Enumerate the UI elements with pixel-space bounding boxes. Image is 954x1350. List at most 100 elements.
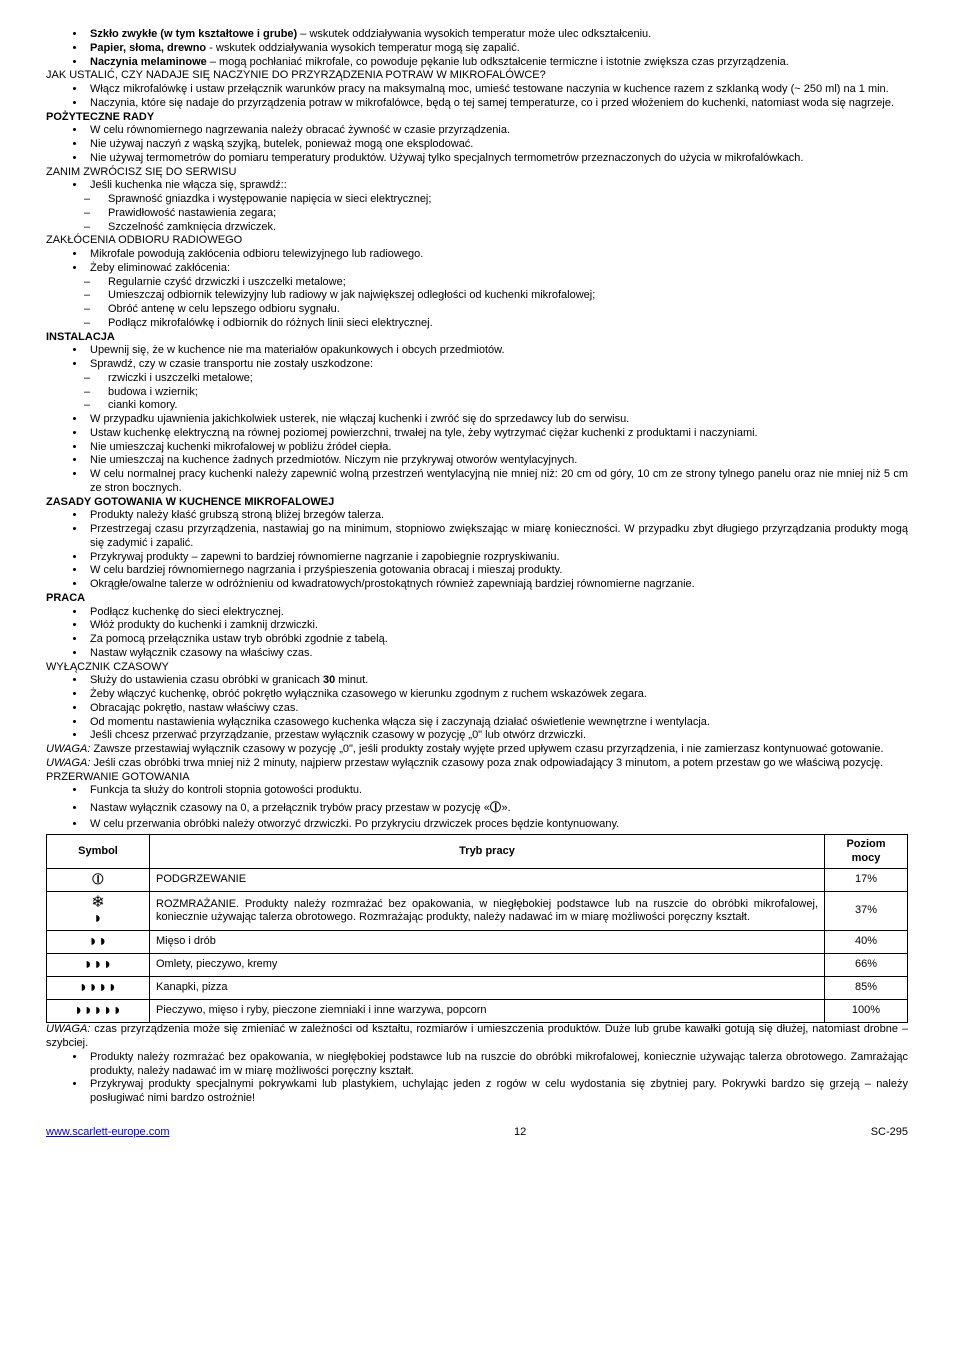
list-item: Funkcja ta służy do kontroli stopnia got… [86,784,908,798]
list-item: Okrągłe/owalne talerze w odróżnieniu od … [86,578,908,592]
list-item: Nie używaj naczyń z wąską szyjką, butele… [86,138,908,152]
footer-page: 12 [514,1126,526,1140]
list-item: Produkty należy rozmrażać bez opakowania… [86,1051,908,1079]
list-item: Przestrzegaj czasu przyrządzenia, nastaw… [86,523,908,551]
list-item: Jeśli chcesz przerwać przyrządzanie, prz… [86,729,908,743]
interference-sublist: Regularnie czyść drzwiczki i uszczelki m… [46,276,908,331]
list-item: Prawidłowość nastawienia zegara; [84,207,908,221]
mode-cell: PODGRZEWANIE [150,869,825,892]
list-item: Służy do ustawienia czasu obróbki w gran… [86,674,908,688]
table-row: ◗◗◗◗◗Pieczywo, mięso i ryby, pieczone zi… [47,1000,908,1023]
list-item: Włącz mikrofalówkę i ustaw przełącznik w… [86,83,908,97]
symbol-cell: ⦶ [47,869,150,892]
symbol-cell: ◗◗◗◗◗ [47,1000,150,1023]
cooking-rules-list: Produkty należy kłaść grubszą stroną bli… [46,509,908,592]
list-item: Za pomocą przełącznika ustaw tryb obróbk… [86,633,908,647]
note-3: UWAGA: czas przyrządzenia może się zmien… [46,1023,908,1051]
interrupt-heading: PRZERWANIE GOTOWANIA [46,771,908,785]
table-row: ◗◗Mięso i drób40% [47,931,908,954]
check-list: Jeśli kuchenka nie włącza się, sprawdź:: [46,179,908,193]
material-warnings-list: Szkło zwykłe (w tym kształtowe i grube) … [46,28,908,69]
list-item: budowa i wziernik; [84,386,908,400]
power-cell: 37% [825,892,908,931]
note-2: UWAGA: Jeśli czas obróbki trwa mniej niż… [46,757,908,771]
list-item: Sprawdź, czy w czasie transportu nie zos… [86,358,908,372]
symbol-cell: ❄ ◗ [47,892,150,931]
page-footer: www.scarlett-europe.com 12 SC-295 [46,1126,908,1140]
timer-list: Służy do ustawienia czasu obróbki w gran… [46,674,908,743]
list-item: Naczynia, które się nadaje do przyrządze… [86,97,908,111]
cooking-rules-heading: ZASADY GOTOWANIA W KUCHENCE MIKROFALOWEJ [46,496,908,510]
defrost-tips-list: Produkty należy rozmrażać bez opakowania… [46,1051,908,1106]
symbol-cell: ◗◗ [47,931,150,954]
list-item: Obróć antenę w celu lepszego odbioru syg… [84,303,908,317]
before-service-heading: ZANIM ZWRÓCISZ SIĘ DO SERWISU [46,166,908,180]
table-row: ◗◗◗Omlety, pieczywo, kremy66% [47,954,908,977]
list-item: W celu równomiernego nagrzewania należy … [86,124,908,138]
list-item: Sprawność gniazdka i występowanie napięc… [84,193,908,207]
interference-list: Mikrofale powodują zakłócenia odbioru te… [46,248,908,276]
useful-tips-list: W celu równomiernego nagrzewania należy … [46,124,908,165]
list-item: Przykrywaj produkty – zapewni to bardzie… [86,551,908,565]
table-header: Tryb pracy [150,834,825,869]
list-item: Żeby włączyć kuchenkę, obróć pokrętło wy… [86,688,908,702]
list-item: Produkty należy kłaść grubszą stroną bli… [86,509,908,523]
list-item: Nastaw wyłącznik czasowy na 0, a przełąc… [86,798,908,818]
list-item: Nastaw wyłącznik czasowy na właściwy cza… [86,647,908,661]
list-item: Ustaw kuchenkę elektryczną na równej poz… [86,427,908,441]
list-item: Włóż produkty do kuchenki i zamknij drzw… [86,619,908,633]
radio-interference-heading: ZAKŁÓCENIA ODBIORU RADIOWEGO [46,234,908,248]
table-row: ◗◗◗◗Kanapki, pizza85% [47,977,908,1000]
installation-heading: INSTALACJA [46,331,908,345]
power-cell: 85% [825,977,908,1000]
list-item: Mikrofale powodują zakłócenia odbioru te… [86,248,908,262]
mode-cell: Pieczywo, mięso i ryby, pieczone ziemnia… [150,1000,825,1023]
power-levels-table: SymbolTryb pracyPoziom mocy ⦶PODGRZEWANI… [46,834,908,1024]
list-item: rzwiczki i uszczelki metalowe; [84,372,908,386]
note-1: UWAGA: Zawsze przestawiaj wyłącznik czas… [46,743,908,757]
check-item: Jeśli kuchenka nie włącza się, sprawdź:: [86,179,908,193]
table-row: ⦶PODGRZEWANIE17% [47,869,908,892]
mode-cell: Kanapki, pizza [150,977,825,1000]
operation-heading: PRACA [46,592,908,606]
list-item: Upewnij się, że w kuchence nie ma materi… [86,344,908,358]
table-header: Symbol [47,834,150,869]
list-item: W celu przerwania obróbki należy otworzy… [86,818,908,832]
table-row: ❄ ◗ROZMRAŻANIE. Produkty należy rozmraża… [47,892,908,931]
list-item: Podłącz kuchenkę do sieci elektrycznej. [86,606,908,620]
list-item: Szczelność zamknięcia drzwiczek. [84,221,908,235]
how-to-test-heading: JAK USTALIĆ, CZY NADAJE SIĘ NACZYNIE DO … [46,69,908,83]
power-cell: 40% [825,931,908,954]
installation-sublist: rzwiczki i uszczelki metalowe;budowa i w… [46,372,908,413]
list-item: Umieszczaj odbiornik telewizyjny lub rad… [84,289,908,303]
installation-list-a: Upewnij się, że w kuchence nie ma materi… [46,344,908,372]
list-item: Podłącz mikrofalówkę i odbiornik do różn… [84,317,908,331]
list-item: W celu bardziej równomiernego nagrzania … [86,564,908,578]
power-cell: 66% [825,954,908,977]
power-cell: 17% [825,869,908,892]
installation-list-b: W przypadku ujawnienia jakichkolwiek ust… [46,413,908,496]
list-item: Obracając pokrętło, nastaw właściwy czas… [86,702,908,716]
list-item: Szkło zwykłe (w tym kształtowe i grube) … [86,28,908,42]
operation-list: Podłącz kuchenkę do sieci elektrycznej.W… [46,606,908,661]
list-item: Nie umieszczaj na kuchence żadnych przed… [86,454,908,468]
table-header: Poziom mocy [825,834,908,869]
mode-cell: Mięso i drób [150,931,825,954]
list-item: W celu normalnej pracy kuchenki należy z… [86,468,908,496]
check-sublist: Sprawność gniazdka i występowanie napięc… [46,193,908,234]
list-item: cianki komory. [84,399,908,413]
footer-code: SC-295 [871,1126,908,1140]
footer-url[interactable]: www.scarlett-europe.com [46,1126,170,1140]
list-item: Od momentu nastawienia wyłącznika czasow… [86,716,908,730]
list-item: Nie używaj termometrów do pomiaru temper… [86,152,908,166]
power-cell: 100% [825,1000,908,1023]
list-item: Przykrywaj produkty specjalnymi pokrywka… [86,1078,908,1106]
list-item: Żeby eliminować zakłócenia: [86,262,908,276]
list-item: Nie umieszczaj kuchenki mikrofalowej w p… [86,441,908,455]
interrupt-list: Funkcja ta służy do kontroli stopnia got… [46,784,908,832]
symbol-cell: ◗◗◗◗ [47,977,150,1000]
list-item: Naczynia melaminowe – mogą pochłaniać mi… [86,56,908,70]
mode-cell: Omlety, pieczywo, kremy [150,954,825,977]
timer-heading: WYŁĄCZNIK CZASOWY [46,661,908,675]
test-procedure-list: Włącz mikrofalówkę i ustaw przełącznik w… [46,83,908,111]
